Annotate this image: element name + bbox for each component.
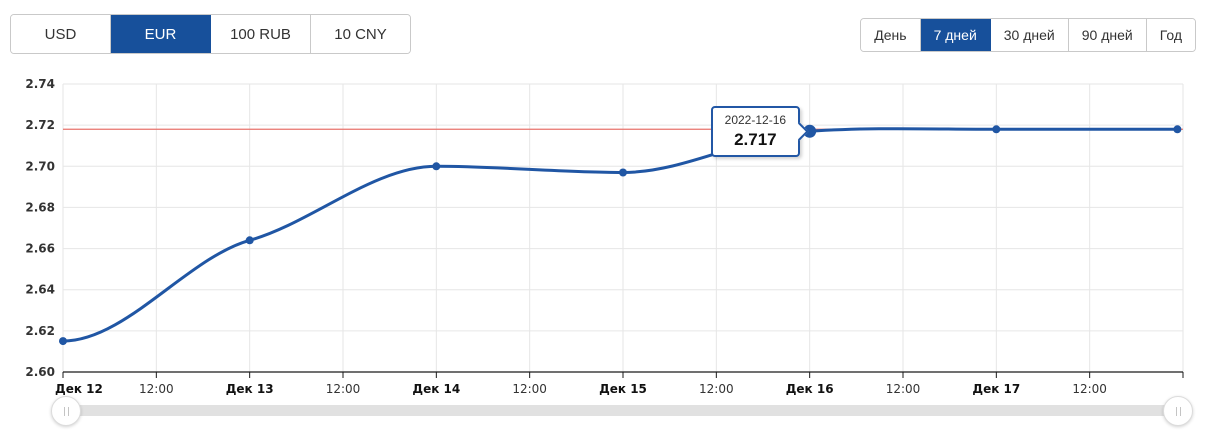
drag-handle-icon [63, 406, 65, 416]
rate-line-series [61, 127, 1179, 343]
y-axis-label: 2.62 [25, 324, 55, 338]
data-point[interactable] [59, 337, 67, 346]
scrollbar-left-handle[interactable] [51, 396, 81, 426]
period-selector: День 7 дней 30 дней 90 дней Год [860, 18, 1196, 52]
period-option-день[interactable]: День [861, 19, 921, 51]
y-axis-label: 2.70 [25, 159, 55, 173]
tooltip-value: 2.717 [734, 129, 777, 149]
chart-scrollbar-track[interactable] [63, 405, 1180, 416]
x-axis-label: Дек 13 [226, 382, 274, 396]
period-option-30-дней[interactable]: 30 дней [990, 19, 1069, 51]
rate-chart: 2.60 2.62 2.64 2.66 2.68 2.70 2.72 2.74 Дек 12 12… [25, 77, 1184, 396]
drag-handle-icon [67, 406, 69, 416]
x-axis-label: Дек 15 [599, 382, 647, 396]
x-axis-label: 12:00 [326, 382, 361, 396]
x-axis-label: Дек 12 [55, 382, 103, 396]
y-axis-label: 2.68 [25, 200, 55, 214]
data-point[interactable] [432, 162, 441, 171]
currency-option-10-cny[interactable]: 10 CNY [311, 15, 410, 53]
currency-option-usd[interactable]: USD [11, 15, 111, 53]
x-axis-label: Дек 16 [786, 382, 834, 396]
x-axis-label: 12:00 [699, 382, 734, 396]
y-axis-label: 2.66 [25, 242, 55, 256]
x-axis-label: 12:00 [139, 382, 174, 396]
y-axis-label: 2.64 [25, 283, 55, 297]
x-axis-label: 12:00 [512, 382, 547, 396]
currency-selector: USD EUR 100 RUB 10 CNY [10, 14, 411, 54]
currency-option-eur[interactable]: EUR [111, 15, 211, 53]
data-point-hovered[interactable] [803, 124, 817, 138]
drag-handle-icon [1175, 406, 1177, 416]
x-axis-label: Дек 17 [972, 382, 1020, 396]
drag-handle-icon [1179, 406, 1181, 416]
x-axis-label: 12:00 [886, 382, 921, 396]
data-point[interactable] [619, 168, 627, 177]
x-axis-label: 12:00 [1072, 382, 1107, 396]
chart-tooltip: 2022-12-16 2.717 [710, 105, 809, 157]
data-point[interactable] [992, 125, 1001, 134]
y-axis-label: 2.74 [25, 77, 55, 91]
period-option-7-дней[interactable]: 7 дней [920, 19, 991, 51]
period-option-год[interactable]: Год [1146, 19, 1195, 51]
scrollbar-right-handle[interactable] [1163, 396, 1193, 426]
tooltip-date: 2022-12-16 [724, 112, 787, 127]
period-option-90-дней[interactable]: 90 дней [1068, 19, 1147, 51]
data-point[interactable] [1173, 125, 1182, 134]
currency-option-100-rub[interactable]: 100 RUB [211, 15, 311, 53]
y-axis-label: 2.60 [25, 365, 55, 379]
x-axis-label: Дек 14 [412, 382, 460, 396]
y-axis-label: 2.72 [25, 118, 55, 132]
data-point[interactable] [245, 236, 254, 245]
